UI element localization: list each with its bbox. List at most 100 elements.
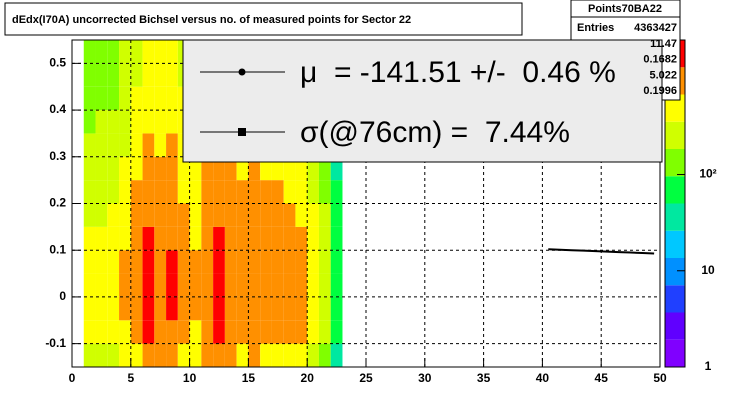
cell bbox=[83, 343, 96, 367]
cell bbox=[83, 86, 96, 111]
y-tick-label: 0.4 bbox=[49, 102, 66, 116]
cell bbox=[283, 273, 296, 297]
cell bbox=[130, 296, 143, 321]
x-tick-label: 30 bbox=[418, 371, 432, 385]
cell bbox=[154, 226, 167, 251]
palette-band bbox=[665, 339, 685, 367]
cell bbox=[119, 86, 131, 111]
cell bbox=[213, 203, 225, 227]
cell bbox=[83, 133, 96, 157]
cell bbox=[224, 343, 237, 367]
cell bbox=[177, 156, 190, 181]
cell bbox=[142, 133, 155, 157]
cell bbox=[119, 296, 131, 321]
legend-marker bbox=[238, 128, 246, 136]
cell bbox=[83, 226, 96, 251]
cell bbox=[330, 180, 343, 204]
cell bbox=[119, 180, 131, 204]
cell bbox=[95, 180, 108, 204]
z-tick-label: 1 bbox=[705, 359, 712, 373]
cell bbox=[236, 296, 249, 321]
cell bbox=[177, 180, 190, 204]
cell bbox=[142, 320, 155, 344]
cell bbox=[166, 273, 178, 297]
cell bbox=[95, 40, 108, 64]
cell bbox=[236, 343, 249, 367]
cell bbox=[330, 296, 343, 321]
cell bbox=[142, 63, 155, 87]
cell bbox=[307, 250, 319, 274]
cell bbox=[107, 86, 120, 111]
cell bbox=[119, 40, 131, 64]
cell bbox=[142, 226, 155, 251]
cell bbox=[271, 296, 284, 321]
cell bbox=[83, 296, 96, 321]
cell bbox=[166, 343, 178, 367]
cell bbox=[154, 63, 167, 87]
cell bbox=[213, 296, 225, 321]
cell bbox=[83, 156, 96, 181]
stats-value: 0.1682 bbox=[643, 54, 677, 66]
stats-value: 4363427 bbox=[634, 22, 677, 34]
cell bbox=[283, 343, 296, 367]
cell bbox=[307, 296, 319, 321]
x-tick-label: 50 bbox=[653, 371, 667, 385]
cell bbox=[260, 226, 272, 251]
cell bbox=[154, 156, 167, 181]
x-tick-label: 45 bbox=[595, 371, 609, 385]
cell bbox=[130, 203, 143, 227]
cell bbox=[166, 180, 178, 204]
cell bbox=[130, 110, 143, 134]
cell bbox=[318, 180, 331, 204]
cell bbox=[189, 250, 202, 274]
x-tick-label: 25 bbox=[359, 371, 373, 385]
cell bbox=[95, 273, 108, 297]
cell bbox=[166, 110, 178, 134]
cell bbox=[177, 296, 190, 321]
stats-label: Entries bbox=[577, 22, 614, 34]
cell bbox=[236, 273, 249, 297]
cell bbox=[142, 250, 155, 274]
cell bbox=[213, 226, 225, 251]
cell bbox=[224, 250, 237, 274]
cell bbox=[177, 203, 190, 227]
cell bbox=[154, 133, 167, 157]
cell bbox=[201, 226, 214, 251]
palette-band bbox=[665, 258, 685, 286]
cell bbox=[189, 296, 202, 321]
cell bbox=[95, 343, 108, 367]
cell bbox=[83, 63, 96, 87]
cell bbox=[177, 343, 190, 367]
y-tick-label: 0.5 bbox=[49, 56, 66, 70]
cell bbox=[166, 250, 178, 274]
cell bbox=[166, 156, 178, 181]
cell bbox=[95, 320, 108, 344]
cell bbox=[154, 273, 167, 297]
cell bbox=[318, 320, 331, 344]
cell bbox=[307, 226, 319, 251]
cell bbox=[189, 343, 202, 367]
cell bbox=[119, 250, 131, 274]
cell bbox=[119, 343, 131, 367]
cell bbox=[201, 203, 214, 227]
cell bbox=[271, 343, 284, 367]
x-tick-label: 40 bbox=[536, 371, 550, 385]
cell bbox=[201, 180, 214, 204]
cell bbox=[318, 203, 331, 227]
cell bbox=[119, 156, 131, 181]
cell bbox=[95, 110, 108, 134]
cell bbox=[107, 133, 120, 157]
cell bbox=[224, 273, 237, 297]
cell bbox=[95, 296, 108, 321]
x-tick-label: 10 bbox=[183, 371, 197, 385]
palette-band bbox=[665, 94, 685, 122]
cell bbox=[166, 296, 178, 321]
cell bbox=[307, 180, 319, 204]
cell bbox=[260, 180, 272, 204]
cell bbox=[213, 343, 225, 367]
cell bbox=[201, 320, 214, 344]
cell bbox=[166, 63, 178, 87]
cell bbox=[83, 180, 96, 204]
cell bbox=[83, 273, 96, 297]
y-tick-label: 0.2 bbox=[49, 196, 66, 210]
